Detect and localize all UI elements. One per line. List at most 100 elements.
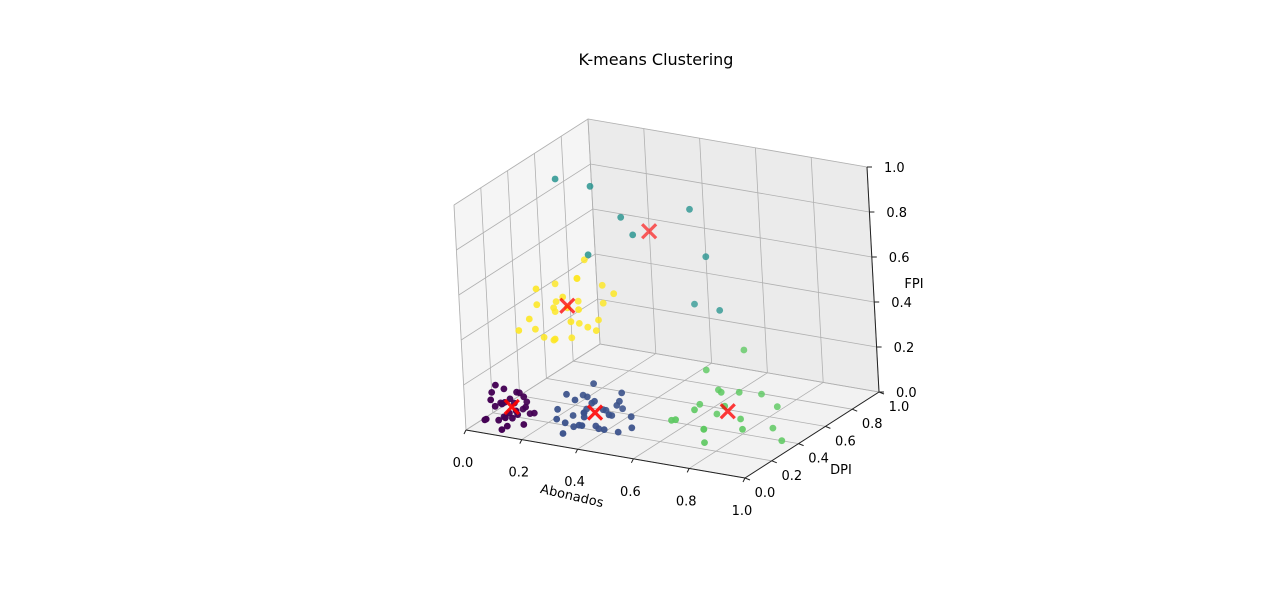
data-point-cluster-4 [532, 285, 540, 293]
centroid-marker [503, 398, 520, 416]
data-point-cluster-4 [550, 304, 557, 312]
z-tick-label: 0.0 [896, 386, 917, 401]
data-point-cluster-2 [702, 253, 710, 261]
data-point-cluster-1 [583, 393, 591, 401]
x-tick-label: 0.4 [564, 475, 585, 490]
data-point-cluster-0 [502, 414, 509, 422]
x-tick-label: 1.0 [732, 504, 753, 519]
data-point-cluster-1 [600, 426, 608, 433]
data-point-cluster-0 [520, 421, 528, 428]
x-tick-mark [630, 458, 634, 464]
data-point-cluster-0 [491, 402, 499, 410]
x-axis-line [465, 429, 746, 479]
centroid-markers [503, 223, 736, 421]
data-point-cluster-2 [586, 182, 594, 190]
data-point-cluster-0 [495, 416, 503, 424]
y-tick-mark [798, 443, 804, 447]
data-point-cluster-4 [574, 297, 582, 305]
data-point-cluster-2 [716, 307, 724, 314]
data-point-cluster-1 [571, 396, 579, 404]
data-point-cluster-3 [758, 390, 765, 398]
data-point-cluster-1 [614, 428, 622, 436]
z-tick-label: 0.8 [886, 206, 907, 221]
data-point-cluster-0 [509, 414, 516, 422]
data-point-cluster-4 [540, 333, 548, 341]
x-tick-label: 0.2 [508, 466, 529, 481]
data-point-cluster-4 [525, 315, 533, 323]
y-tick-mark [825, 425, 831, 429]
data-point-cluster-4 [599, 299, 607, 307]
data-point-cluster-3 [739, 425, 746, 433]
y-tick-label: 1.0 [889, 400, 910, 415]
centroid-marker [559, 297, 576, 314]
data-point-cluster-4 [598, 281, 606, 289]
data-point-cluster-1 [616, 397, 623, 405]
centroid-stroke [586, 404, 604, 421]
data-point-cluster-1 [569, 412, 577, 419]
z-axis-label: FPI [904, 277, 923, 292]
grid-line-z [453, 118, 868, 206]
x-tick-mark [463, 429, 467, 435]
data-point-cluster-2 [629, 231, 637, 239]
data-point-cluster-0 [503, 422, 511, 430]
data-point-cluster-3 [773, 403, 781, 411]
z-axis-line [866, 166, 880, 393]
z-tick-label: 0.4 [891, 296, 912, 311]
data-point-cluster-2 [686, 205, 693, 213]
data-point-cluster-0 [498, 400, 506, 408]
x-tick-label: 0.6 [620, 485, 641, 500]
data-point-cluster-2 [551, 175, 559, 183]
data-point-cluster-4 [567, 318, 575, 326]
tick-labels: 0.00.20.40.60.81.00.00.20.40.60.81.00.00… [453, 161, 917, 519]
z-tick-label: 0.6 [889, 251, 910, 266]
grid-line-y [480, 187, 772, 462]
axis-lines [465, 166, 880, 479]
data-point-cluster-0 [488, 389, 496, 396]
data-point-cluster-3 [701, 439, 708, 446]
centroid-stroke [503, 398, 520, 416]
data-point-cluster-3 [735, 388, 743, 396]
centroid-stroke [719, 403, 736, 420]
y-tick-label: 0.2 [781, 469, 802, 484]
y-tick-mark [771, 460, 777, 464]
data-point-cluster-4 [532, 325, 539, 333]
y-axis-line [744, 391, 880, 479]
data-point-cluster-1 [578, 422, 586, 429]
x-tick-label: 0.0 [453, 456, 474, 471]
data-point-cluster-4 [584, 323, 592, 331]
data-point-cluster-0 [500, 385, 508, 393]
data-points [481, 175, 786, 446]
grid-line-y [534, 153, 826, 427]
data-point-cluster-1 [570, 423, 578, 431]
data-point-cluster-1 [559, 430, 567, 437]
x-tick-mark [575, 448, 579, 454]
data-point-cluster-1 [628, 424, 636, 432]
data-point-cluster-1 [627, 413, 635, 421]
data-point-cluster-3 [696, 400, 704, 408]
data-point-cluster-3 [778, 437, 786, 445]
data-point-cluster-0 [522, 403, 529, 411]
x-tick-mark [742, 477, 746, 483]
y-tick-label: 0.4 [808, 452, 829, 467]
data-point-cluster-4 [573, 274, 581, 282]
data-point-cluster-0 [487, 396, 495, 404]
y-tick-label: 0.0 [755, 486, 776, 501]
data-point-cluster-2 [617, 213, 625, 221]
data-point-cluster-4 [552, 298, 560, 305]
data-point-cluster-0 [523, 398, 531, 406]
axis-panes [453, 118, 881, 479]
y-tick-label: 0.6 [835, 434, 856, 449]
data-point-cluster-4 [595, 316, 602, 324]
data-point-cluster-4 [551, 280, 559, 288]
data-point-cluster-4 [575, 320, 583, 327]
data-point-cluster-3 [769, 424, 777, 432]
x-tick-mark [686, 468, 690, 473]
x-tick-label: 0.8 [676, 494, 697, 509]
data-point-cluster-4 [580, 256, 588, 264]
data-point-cluster-0 [513, 388, 520, 396]
data-point-cluster-4 [533, 301, 541, 309]
data-point-cluster-2 [691, 300, 698, 308]
data-point-cluster-1 [554, 405, 561, 413]
data-point-cluster-0 [520, 393, 528, 401]
